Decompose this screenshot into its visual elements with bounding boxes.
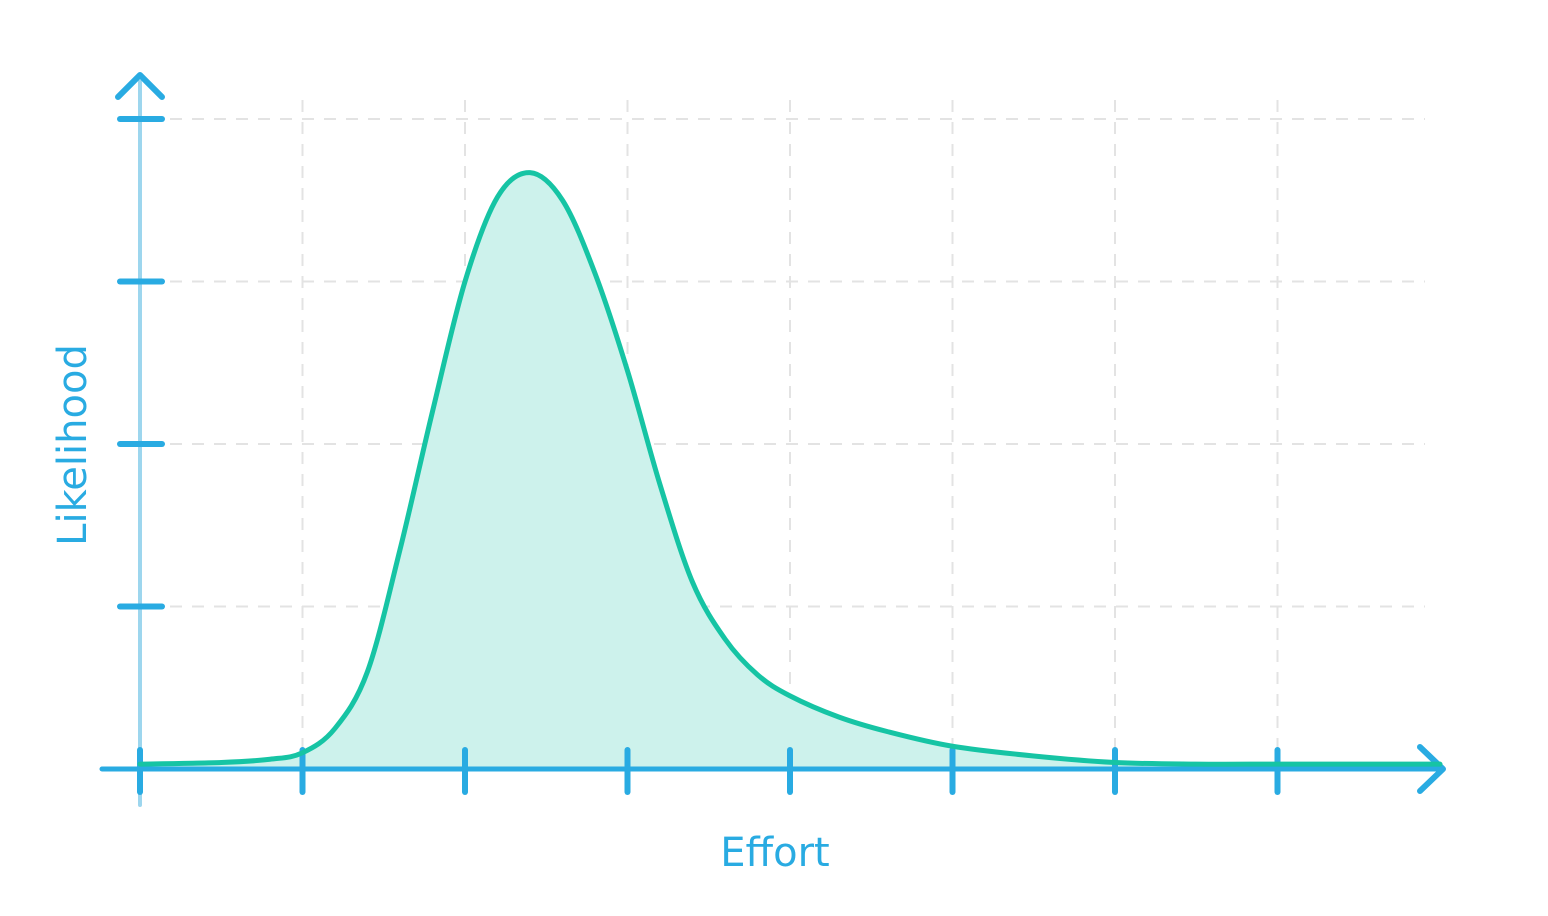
distribution-area (140, 172, 1440, 770)
distribution-curve (137, 170, 1443, 767)
x-axis (99, 744, 1446, 795)
x-axis-arrow-icon (1417, 744, 1446, 794)
y-axis (115, 72, 165, 807)
grid-lines (170, 100, 1425, 769)
y-axis-label: Likelihood (50, 344, 96, 546)
x-axis-label: Effort (720, 830, 829, 876)
y-axis-arrow-icon (115, 72, 165, 100)
